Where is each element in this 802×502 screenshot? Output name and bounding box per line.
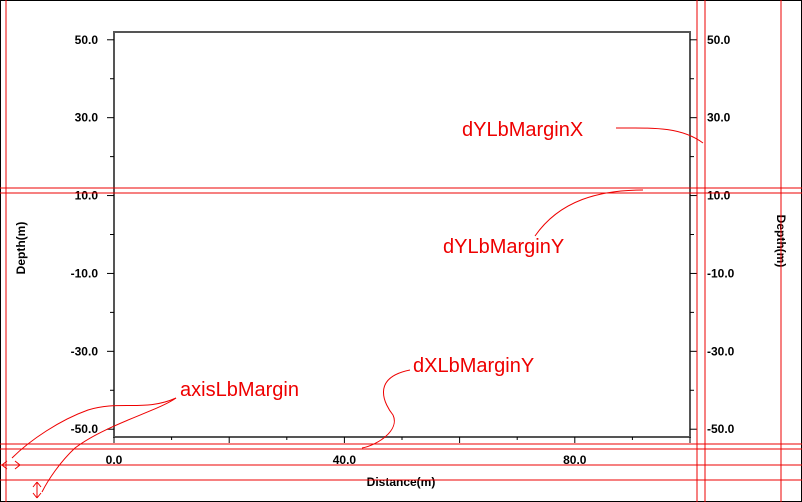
leader-axisLbMargin-lower: [41, 397, 177, 493]
tick-labels: 0.0 40.0 80.0 50.0 50.0 30.0 30.0 10.0 10.0 -10.0…: [71, 33, 735, 467]
label-dYLbMarginX: dYLbMarginX: [462, 119, 583, 141]
y-tick-label-right: -10.0: [707, 266, 735, 280]
leader-axisLbMargin-upper: [11, 397, 177, 459]
leader-dYLbMarginY: [534, 189, 644, 237]
x-axis-title: Distance(m): [367, 475, 436, 489]
y-tick-label-left: 50.0: [75, 33, 99, 47]
y-tick-label-right: 50.0: [707, 33, 731, 47]
x-tick-label: 80.0: [563, 453, 587, 467]
y-tick-label-left: -10.0: [71, 266, 99, 280]
y-tick-label-left: 10.0: [75, 189, 99, 203]
y-tick-label-left: 30.0: [75, 111, 99, 125]
plot-area: [113, 31, 691, 438]
y-tick-label-right: 30.0: [707, 111, 731, 125]
y-axis-title-left: Depth(m): [14, 222, 28, 275]
label-dXLbMarginY: dXLbMarginY: [413, 355, 534, 377]
horizontal-margin-arrow: [1, 460, 21, 470]
y-tick-label-left: -30.0: [71, 344, 99, 358]
x-tick-label: 40.0: [333, 453, 357, 467]
dimension-arrows: [1, 460, 42, 499]
y-tick-label-right: -30.0: [707, 344, 735, 358]
label-dYLbMarginY: dYLbMarginY: [443, 236, 564, 258]
vertical-margin-arrow: [32, 481, 42, 499]
leader-dXLbMarginY: [361, 369, 411, 449]
tick-marks: [107, 39, 697, 443]
label-axisLbMargin: axisLbMargin: [180, 379, 299, 401]
annotation-leaders: [11, 127, 704, 493]
y-tick-label-left: -50.0: [71, 422, 99, 436]
y-tick-label-right: -50.0: [707, 422, 735, 436]
y-tick-label-right: 10.0: [707, 189, 731, 203]
leader-dYLbMarginX: [615, 127, 704, 144]
x-tick-label: 0.0: [106, 453, 123, 467]
